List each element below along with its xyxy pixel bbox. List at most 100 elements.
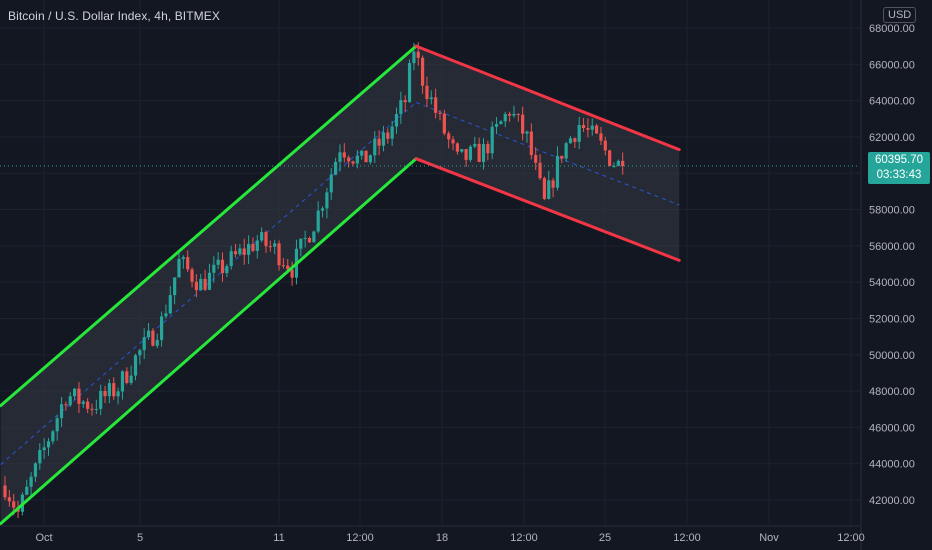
candles	[3, 42, 625, 519]
y-tick-label: 48000.00	[869, 386, 915, 398]
candle	[386, 128, 390, 144]
candle-body	[473, 143, 477, 147]
candle-body	[125, 371, 129, 383]
candle-body	[621, 160, 625, 167]
candle-body	[573, 138, 577, 142]
candle	[133, 353, 138, 381]
candle-body	[608, 150, 612, 166]
candle-body	[112, 383, 116, 397]
currency-button[interactable]: USD	[883, 7, 917, 23]
candle	[568, 136, 573, 144]
candle	[164, 304, 168, 319]
candle-body	[534, 155, 538, 163]
descending-channel-upper-line	[414, 44, 681, 152]
candle-body	[560, 155, 564, 159]
candle	[103, 385, 107, 404]
candle	[229, 245, 233, 270]
y-tick-label: 56000.00	[869, 241, 915, 253]
candle-body	[542, 178, 546, 199]
candle-body	[199, 278, 203, 291]
candle	[33, 462, 38, 482]
candle	[621, 152, 625, 175]
candle	[434, 88, 438, 119]
x-tick-label: 12:00	[837, 532, 865, 544]
candle	[247, 235, 251, 264]
candle-body	[64, 404, 68, 406]
candle-body	[229, 251, 233, 267]
ascending-channel-lower-line	[0, 157, 418, 526]
candle-body	[320, 208, 325, 211]
x-tick-label: Nov	[759, 532, 779, 544]
candle	[194, 274, 198, 298]
candle	[138, 348, 142, 365]
candle	[468, 144, 473, 163]
candle	[29, 472, 33, 496]
candle	[264, 230, 268, 253]
candle-body	[325, 192, 329, 209]
candle-body	[177, 258, 181, 278]
candle	[425, 76, 429, 108]
candle-body	[212, 264, 216, 273]
candle	[547, 170, 551, 200]
candle	[390, 120, 394, 146]
candle-body	[547, 180, 551, 199]
candle-body	[525, 131, 529, 134]
x-tick-label: 11	[273, 532, 284, 544]
candle	[186, 250, 190, 273]
candle-body	[68, 396, 72, 406]
candle-body	[486, 144, 490, 154]
candle-body	[342, 152, 346, 158]
candle	[473, 136, 477, 149]
candle-body	[7, 497, 11, 502]
channel-lines[interactable]	[0, 44, 681, 526]
candle-body	[90, 408, 94, 410]
candle	[129, 365, 133, 386]
y-tick-label: 66000.00	[869, 59, 915, 71]
candle	[38, 443, 42, 470]
candle-body	[568, 138, 573, 144]
candle	[203, 269, 207, 292]
candle	[499, 120, 503, 125]
candle	[442, 109, 446, 136]
candle-body	[133, 355, 138, 376]
candle-body	[468, 146, 473, 160]
candle	[525, 130, 529, 143]
candle	[77, 382, 81, 414]
candle-body	[303, 238, 307, 240]
candle-body	[107, 383, 111, 397]
candle	[477, 137, 481, 163]
candle	[225, 263, 229, 278]
candle-body	[455, 143, 459, 152]
candle	[255, 234, 259, 259]
candle-body	[29, 476, 33, 487]
ascending-channel-upper-line	[0, 44, 418, 408]
candle-body	[99, 390, 103, 409]
candle	[508, 111, 512, 122]
candle	[151, 328, 155, 347]
candle-body	[438, 112, 442, 114]
candle	[494, 117, 499, 135]
candle-body	[612, 165, 616, 167]
candle	[534, 147, 538, 171]
candle-body	[403, 100, 407, 103]
candle	[377, 130, 381, 156]
candle-body	[160, 316, 164, 340]
candle	[464, 148, 468, 167]
y-axis[interactable]: 42000.00 44000.00 46000.00 48000.00 50000.00…	[860, 0, 915, 550]
candle	[338, 144, 342, 172]
candle-body	[399, 100, 403, 114]
candle-body	[138, 350, 142, 356]
x-axis[interactable]: Oct 5 11 12:00 18 12:00 25 12:00 Nov 12:00	[0, 525, 865, 544]
candle-body	[447, 133, 451, 140]
candle	[173, 277, 177, 305]
candle-body	[86, 401, 90, 409]
candle	[460, 149, 464, 153]
candle-body	[181, 257, 185, 259]
candle	[573, 137, 577, 149]
candle	[220, 252, 225, 282]
candle-body	[334, 161, 338, 175]
y-tick-label: 54000.00	[869, 277, 915, 289]
candle	[481, 138, 486, 170]
